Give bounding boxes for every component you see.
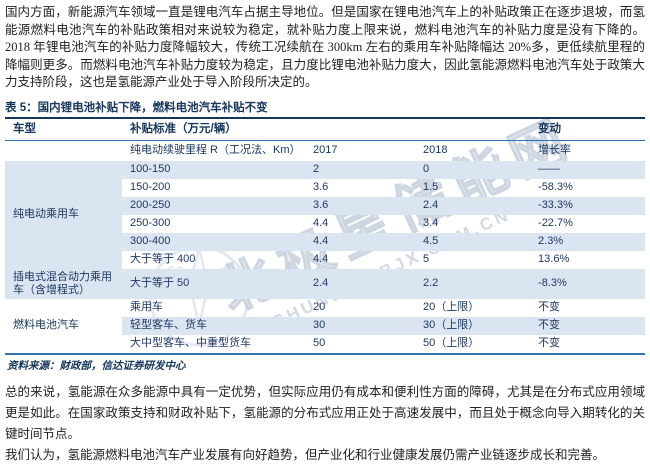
- cell-change: 不变: [538, 337, 561, 349]
- cell-2018: 2.2: [415, 268, 531, 299]
- cell-change: ——: [530, 160, 646, 179]
- subheader-range: 纯电动续驶里程 R（工况法、Km）: [130, 144, 301, 156]
- cell-2018: 4.5: [415, 232, 531, 251]
- cell-2017: 4.4: [313, 253, 329, 265]
- table-row: 插电式混合动力乘用车（含增程式） 大于等于 50 2.4 2.2 -8.3%: [5, 268, 646, 299]
- subheader-empty: [5, 140, 122, 161]
- cell-change: 不变: [530, 316, 646, 335]
- subheader-2017: 2017: [313, 144, 338, 156]
- header-vehicle-type: 车型: [5, 117, 122, 141]
- cell-2017: 30: [305, 316, 415, 335]
- subheader-growth: 增长率: [538, 144, 572, 156]
- cell-change: -22.7%: [538, 217, 573, 229]
- cell-2017: 4.4: [313, 217, 329, 229]
- cell-category: 轻型客车、货车: [122, 316, 305, 335]
- cell-2017: 2.4: [305, 268, 415, 299]
- cell-range: 250-300: [130, 217, 171, 229]
- closing-paragraph-1: 总的来说，氢能源在众多能源中具有一定优势，但实际应用仍有成本和便利性方面的障碍，…: [5, 384, 645, 441]
- cell-change: 不变: [538, 301, 561, 313]
- cell-2018: 20（上限）: [423, 301, 480, 313]
- header-change: 变动: [530, 117, 646, 141]
- table-source: 资料来源：财政部，信达证券研发中心: [7, 360, 186, 372]
- intro-paragraph: 国内方面，新能源汽车领域一直是锂电汽车占据主导地位。但是国家在锂电池汽车上的补贴…: [5, 5, 645, 89]
- cell-range: 200-250: [122, 196, 305, 215]
- group-label-phev: 插电式混合动力乘用车（含增程式）: [5, 268, 122, 299]
- cell-range: 100-150: [122, 160, 305, 179]
- cell-2017: 20: [313, 301, 326, 313]
- cell-2018: 2.4: [415, 196, 531, 215]
- cell-range: 大于等于 400: [130, 253, 196, 265]
- group-label-fcv: 燃料电池汽车: [5, 298, 122, 354]
- table-row: 200-250 3.6 2.4 -33.3%: [5, 196, 646, 215]
- header-subsidy-standard: 补贴标准（万元/辆）: [122, 117, 531, 141]
- table-header-row: 车型 补贴标准（万元/辆） 变动: [5, 117, 646, 141]
- closing-paragraph-2: 我们认为，氢能源燃料电池汽车产业发展有向好趋势，但产业化和行业健康发展仍需产业链…: [5, 447, 606, 462]
- cell-2018: 30（上限）: [415, 316, 531, 335]
- cell-2017: 3.6: [305, 196, 415, 215]
- cell-change: 2.3%: [530, 232, 646, 251]
- cell-change: -33.3%: [530, 196, 646, 215]
- cell-range: 大于等于 50: [122, 268, 305, 299]
- cell-2017: 3.6: [313, 181, 329, 193]
- cell-category: 大中型客车、中重型货车: [130, 337, 251, 349]
- table-row: 150-200 3.6 1.5 -58.3%: [5, 179, 645, 197]
- subheader-2018: 2018: [423, 144, 448, 156]
- subsidy-table: 车型 补贴标准（万元/辆） 变动 纯电动续驶里程 R（工况法、Km） 2017 …: [5, 116, 646, 355]
- cell-change: -58.3%: [538, 181, 573, 193]
- table-row: 燃料电池汽车 乘用车 20 20（上限） 不变: [5, 298, 645, 354]
- cell-category: 乘用车: [130, 301, 163, 313]
- cell-2017: 50: [313, 337, 326, 349]
- cell-range: 300-400: [122, 232, 305, 251]
- cell-2018: 0: [415, 160, 531, 179]
- cell-2017: 2: [305, 160, 415, 179]
- cell-2018: 5: [423, 253, 430, 265]
- cell-change: 13.6%: [538, 253, 570, 265]
- table-row: 250-300 4.4 3.4 -22.7%: [5, 215, 645, 233]
- cell-2018: 50（上限）: [423, 337, 480, 349]
- group-label-bev: 纯电动乘用车: [5, 160, 122, 269]
- cell-change: -8.3%: [530, 268, 646, 299]
- cell-2018: 3.4: [423, 217, 439, 229]
- cell-range: 150-200: [130, 181, 171, 193]
- table-row: 纯电动乘用车 100-150 2 0 ——: [5, 160, 646, 269]
- report-page: 国内方面，新能源汽车领域一直是锂电汽车占据主导地位。但是国家在锂电池汽车上的补贴…: [5, 0, 646, 466]
- cell-2017: 4.4: [305, 232, 415, 251]
- cell-2018: 1.5: [423, 181, 439, 193]
- table-subheader-row: 纯电动续驶里程 R（工况法、Km） 2017 2018 增长率: [5, 140, 645, 161]
- table-title: 表 5：国内锂电池补贴下降，燃料电池汽车补贴不变: [5, 101, 268, 114]
